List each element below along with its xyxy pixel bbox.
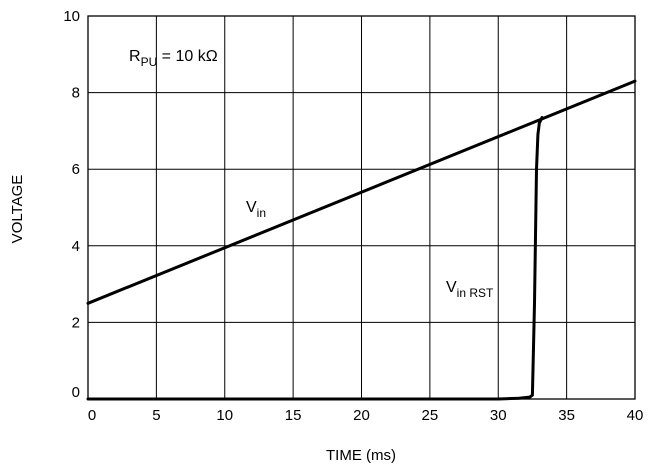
pullup-resistor-annotation: RPU = 10 kΩ <box>129 48 218 69</box>
y-tick-label: 2 <box>72 314 80 331</box>
series-label-vin-rst: Vin RST <box>446 279 494 300</box>
x-tick-label: 25 <box>422 407 439 424</box>
series-group <box>86 79 637 401</box>
grid <box>88 16 635 399</box>
x-axis-ticks: 0 5 10 15 20 25 30 35 40 <box>88 407 644 424</box>
y-axis-label: VOLTAGE <box>9 175 26 244</box>
y-tick-label: 6 <box>72 161 80 178</box>
x-tick-label: 35 <box>558 407 575 424</box>
x-tick-label: 15 <box>285 407 302 424</box>
series-label-vin: Vin <box>246 199 266 220</box>
x-tick-label: 10 <box>216 407 233 424</box>
x-tick-label: 40 <box>627 407 644 424</box>
y-tick-label: 10 <box>63 8 80 25</box>
x-tick-label: 5 <box>152 407 160 424</box>
y-tick-label: 0 <box>72 384 80 401</box>
y-tick-label: 8 <box>72 85 80 102</box>
x-tick-label: 20 <box>353 407 370 424</box>
y-tick-label: 4 <box>72 238 80 255</box>
x-tick-label: 30 <box>490 407 507 424</box>
series-line-vin <box>86 79 637 305</box>
y-axis-ticks: 0 2 4 6 8 10 <box>63 8 80 401</box>
x-tick-label: 0 <box>88 407 96 424</box>
series-line-vin-rst <box>86 116 544 401</box>
x-axis-label: TIME (ms) <box>326 447 396 464</box>
